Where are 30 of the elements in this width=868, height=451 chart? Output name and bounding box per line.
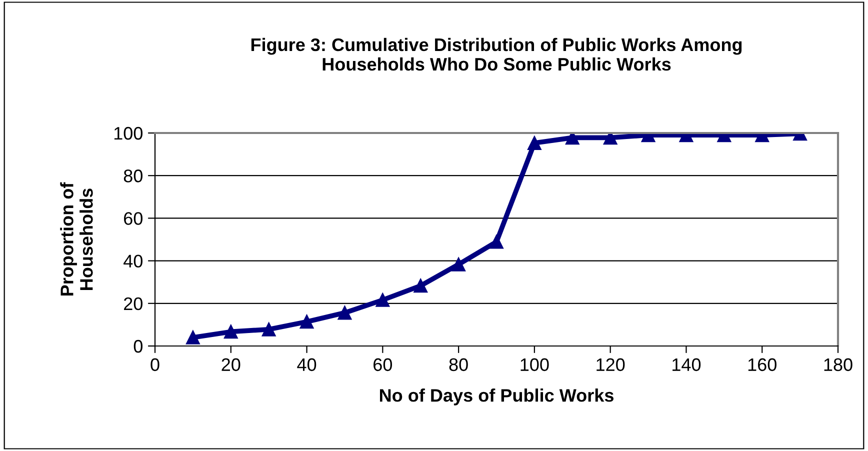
point [565, 133, 580, 145]
x-tick-label: 140 [672, 358, 701, 372]
y-tick-label: 80 [124, 170, 142, 182]
point [376, 293, 390, 307]
x-tick-label: 40 [297, 358, 316, 372]
x-axis-title: No of Days of Public Works [380, 388, 614, 406]
y-tick-label: 20 [124, 297, 142, 310]
x-tick-label: 160 [748, 358, 776, 372]
point [603, 133, 618, 145]
x-tick-label: 60 [374, 358, 392, 372]
y-tick-label: 100 [114, 126, 142, 140]
x-tick-label: 0 [150, 358, 160, 372]
x-tick-label: 100 [520, 358, 549, 372]
point [490, 234, 504, 249]
y-tick-label: 0 [134, 340, 142, 353]
x-tick-label: 20 [222, 358, 240, 372]
chart-title: Figure 3: Cumulative Distribution of Public Works Among Households Who Do Some Public Works [251, 38, 742, 71]
y-tick-label: 60 [124, 212, 142, 225]
point [300, 314, 314, 329]
point [186, 330, 200, 344]
x-tick-label: 80 [449, 358, 468, 372]
x-tick-label: 120 [596, 358, 625, 372]
y-tick-label: 40 [124, 254, 142, 268]
point [262, 322, 276, 336]
x-tick-label: 180 [824, 358, 852, 372]
point [338, 306, 352, 320]
y-axis-title: Proportion of Households [60, 182, 93, 296]
point [452, 257, 466, 272]
point [414, 278, 428, 293]
point [224, 324, 238, 339]
